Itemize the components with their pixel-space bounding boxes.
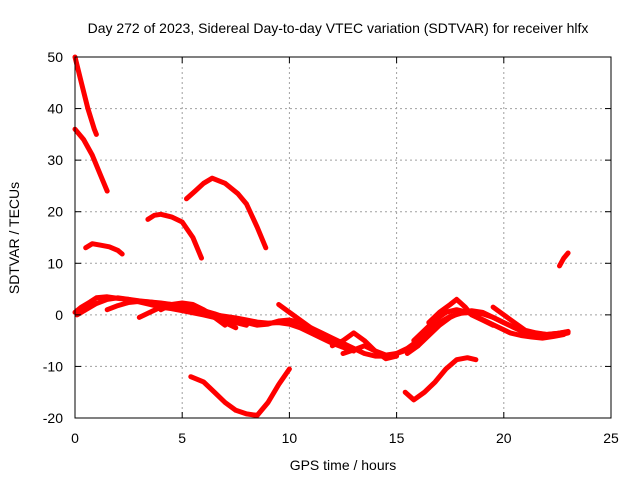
series-line-arc-1 (72, 54, 99, 137)
series-line-arc-21 (490, 304, 571, 337)
series-line-arc-3 (83, 241, 125, 257)
series-line-arc-8 (402, 355, 479, 403)
y-tick-label: 20 (47, 204, 63, 220)
y-tick-label: 30 (47, 152, 63, 168)
series-line-arc-17 (340, 343, 421, 358)
x-tick-label: 25 (603, 430, 619, 446)
y-axis-label: SDTVAR / TECUs (6, 182, 22, 294)
x-axis-label: GPS time / hours (290, 457, 397, 473)
y-tick-label: 0 (55, 307, 63, 323)
y-tick-label: -10 (43, 358, 63, 374)
series-line-arc-4 (145, 211, 204, 261)
series-line-arc-7 (188, 366, 292, 418)
y-tick-label: 40 (47, 101, 63, 117)
series-line-arc-20 (426, 296, 496, 328)
y-tick-label: 50 (47, 49, 63, 65)
x-tick-label: 20 (496, 430, 512, 446)
tick-layer: 0 5 10 15 20 25 -20 -10 0 10 20 30 40 50 (43, 49, 619, 446)
x-tick-label: 0 (71, 430, 79, 446)
y-tick-label: -20 (43, 410, 63, 426)
series-line-arc-16 (329, 330, 400, 362)
chart-title: Day 272 of 2023, Sidereal Day-to-day VTE… (88, 20, 589, 36)
series-line-arc-2 (72, 126, 110, 194)
x-tick-label: 10 (282, 430, 298, 446)
x-tick-label: 15 (389, 430, 405, 446)
series-line-arc-13 (158, 300, 239, 331)
grid (75, 57, 611, 418)
plot-frame (74, 56, 612, 419)
series-line-arc-6 (557, 250, 571, 269)
series-line-arc-5 (184, 175, 269, 251)
x-tick-label: 5 (178, 430, 186, 446)
y-tick-label: 10 (47, 255, 63, 271)
series-layer (72, 54, 571, 418)
series-line-arc-15 (276, 302, 335, 344)
